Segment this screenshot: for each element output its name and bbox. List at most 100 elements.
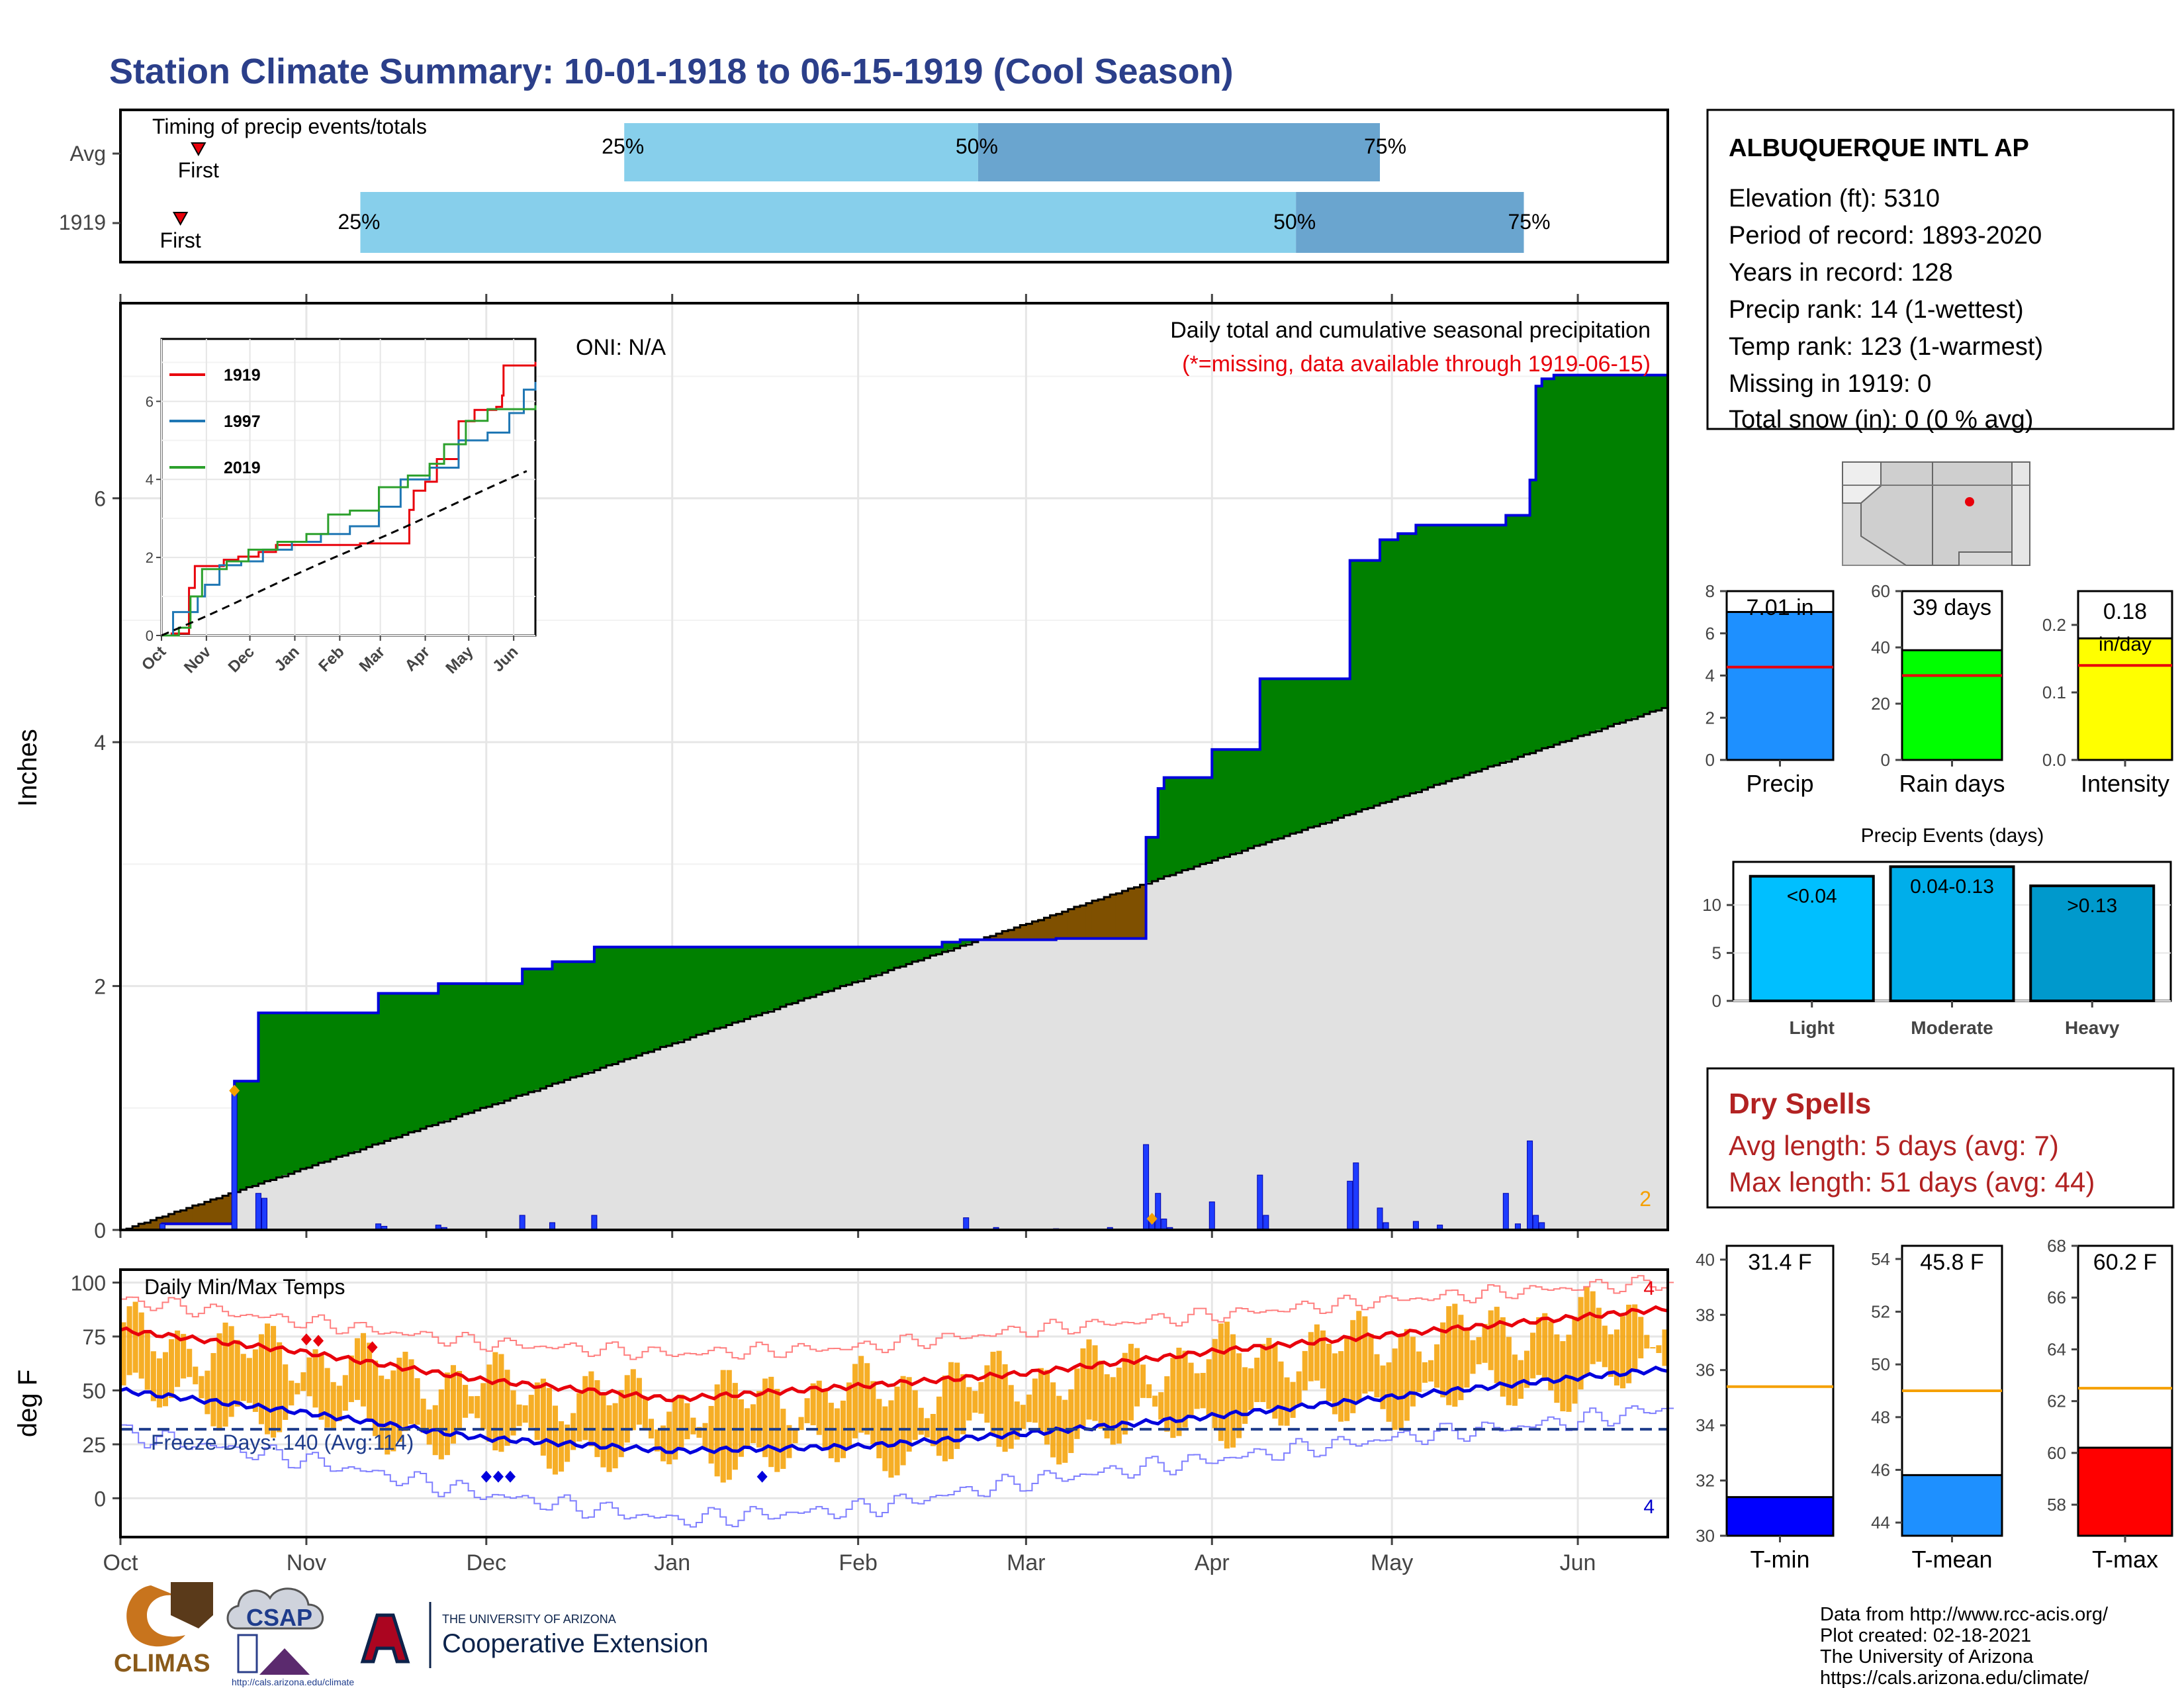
record-min-marker [492, 1470, 504, 1483]
precip-events-bar [1749, 874, 1875, 1002]
daily-temp-bar [277, 1342, 283, 1432]
precip-chart-title: Daily total and cumulative seasonal prec… [1170, 318, 1651, 343]
daily-temp-bar [582, 1376, 588, 1440]
daily-temp-bar [222, 1323, 228, 1427]
daily-temp-bar [930, 1413, 936, 1446]
t-mean-value-label: 45.8 F [1920, 1250, 1983, 1275]
daily-temp-bar [1050, 1382, 1056, 1458]
daily-temp-bar [120, 1322, 126, 1385]
daily-temp-bar [216, 1333, 222, 1431]
above-normal-area [546, 968, 553, 1086]
precip-events-bar-label: <0.04 [1787, 886, 1837, 908]
precip-corner-label: 2 [1639, 1187, 1651, 1211]
below-normal-area [1134, 886, 1140, 939]
precip-frame [119, 302, 1669, 1231]
above-normal-area [462, 983, 469, 1114]
below-normal-area [222, 1195, 229, 1224]
daily-temp-bar [264, 1323, 271, 1434]
station-line-1: Elevation (ft): 5310 [1729, 185, 1940, 212]
daily-temp-bar [1080, 1348, 1086, 1427]
daily-temp-bar [408, 1359, 414, 1425]
above-normal-area [876, 947, 883, 974]
daily-temp-bar [630, 1369, 636, 1430]
daily-temp-bar [954, 1362, 960, 1449]
rain-days-ytick-label: 40 [1871, 637, 1890, 657]
ua-small-text: THE UNIVERSITY OF ARIZONA [442, 1613, 616, 1626]
below-normal-area [150, 1219, 157, 1230]
daily-temp-bar [144, 1333, 150, 1390]
above-normal-area [270, 1013, 277, 1180]
rain-days-ytick-label: 20 [1871, 694, 1890, 714]
daily-temp-bar [1344, 1337, 1350, 1421]
daily-temp-bar [612, 1403, 618, 1469]
daily-temp-bar [1320, 1330, 1326, 1389]
timing-bar-25-50 [624, 123, 978, 181]
daily-precip-bar [1533, 1215, 1539, 1231]
above-normal-area [300, 1013, 307, 1169]
record-min-marker [480, 1470, 492, 1483]
daily-temp-bar [1458, 1315, 1464, 1401]
above-normal-area [234, 1081, 241, 1192]
above-normal-area [1230, 749, 1236, 855]
above-normal-area [1379, 539, 1387, 804]
daily-temp-bar [330, 1382, 336, 1429]
daily-temp-bar [1338, 1351, 1344, 1422]
timing-frame [119, 109, 1669, 263]
daily-temp-bar [324, 1368, 330, 1428]
above-normal-area [1349, 560, 1357, 814]
station-box-frame [1706, 109, 2175, 430]
above-normal-area [1301, 679, 1308, 830]
station-line-5: Temp rank: 123 (1-warmest) [1729, 333, 2043, 361]
above-normal-area [858, 947, 864, 980]
daily-temp-bar [1176, 1347, 1182, 1436]
above-normal-area [786, 947, 793, 1005]
above-normal-area [1439, 525, 1447, 783]
daily-temp-bar [379, 1376, 385, 1450]
daily-temp-bar [876, 1399, 882, 1458]
above-normal-area [318, 1013, 325, 1163]
above-normal-area [588, 961, 595, 1072]
rain-days-value-label: 39 days [1913, 595, 1991, 620]
t-min-xlabel: T-min [1751, 1546, 1810, 1573]
daily-temp-bar [1356, 1311, 1362, 1403]
daily-temp-bar [864, 1363, 870, 1435]
above-normal-area [1583, 375, 1590, 734]
above-normal-area [815, 947, 823, 994]
inset-legend-label: 2019 [224, 459, 261, 477]
precip-total-bar [1727, 612, 1833, 760]
daily-temp-bar [1146, 1384, 1152, 1399]
t-mean-ytick-label: 50 [1871, 1354, 1890, 1374]
daily-temp-bar [1350, 1320, 1356, 1413]
above-normal-area [821, 947, 829, 992]
daily-temp-bar [295, 1383, 300, 1395]
above-normal-area [444, 983, 451, 1121]
daily-temp-bar [385, 1379, 390, 1455]
above-normal-area [570, 961, 577, 1078]
daily-temp-bar [1026, 1394, 1032, 1423]
t-max-ytick-label: 64 [2047, 1339, 2066, 1359]
temp-month-label: Jan [654, 1550, 690, 1575]
above-normal-area [1577, 375, 1584, 736]
daily-temp-bar [522, 1405, 528, 1423]
daily-temp-bar [678, 1394, 684, 1450]
precip-total-ytick-label: 4 [1706, 666, 1715, 686]
temp-month-label: Feb [839, 1550, 878, 1575]
daily-temp-bar [768, 1376, 774, 1468]
intensity-bar [2079, 638, 2171, 760]
precip-events-category-label: Moderate [1911, 1017, 1993, 1038]
station-location-dot [1965, 497, 1974, 506]
above-normal-area [1169, 777, 1177, 874]
daily-temp-bar [1308, 1332, 1314, 1382]
daily-temp-bar [1296, 1371, 1302, 1405]
precip-ytick-label: 2 [94, 975, 106, 999]
above-normal-area [864, 947, 871, 978]
below-normal-area [210, 1199, 217, 1224]
above-normal-area [414, 993, 421, 1131]
daily-temp-bar [984, 1365, 990, 1423]
above-normal-area [1589, 375, 1596, 732]
below-normal-area [1013, 927, 1021, 940]
above-normal-area [1224, 749, 1230, 857]
daily-temp-bar [900, 1376, 906, 1466]
station-line-2: Period of record: 1893-2020 [1729, 222, 2042, 250]
